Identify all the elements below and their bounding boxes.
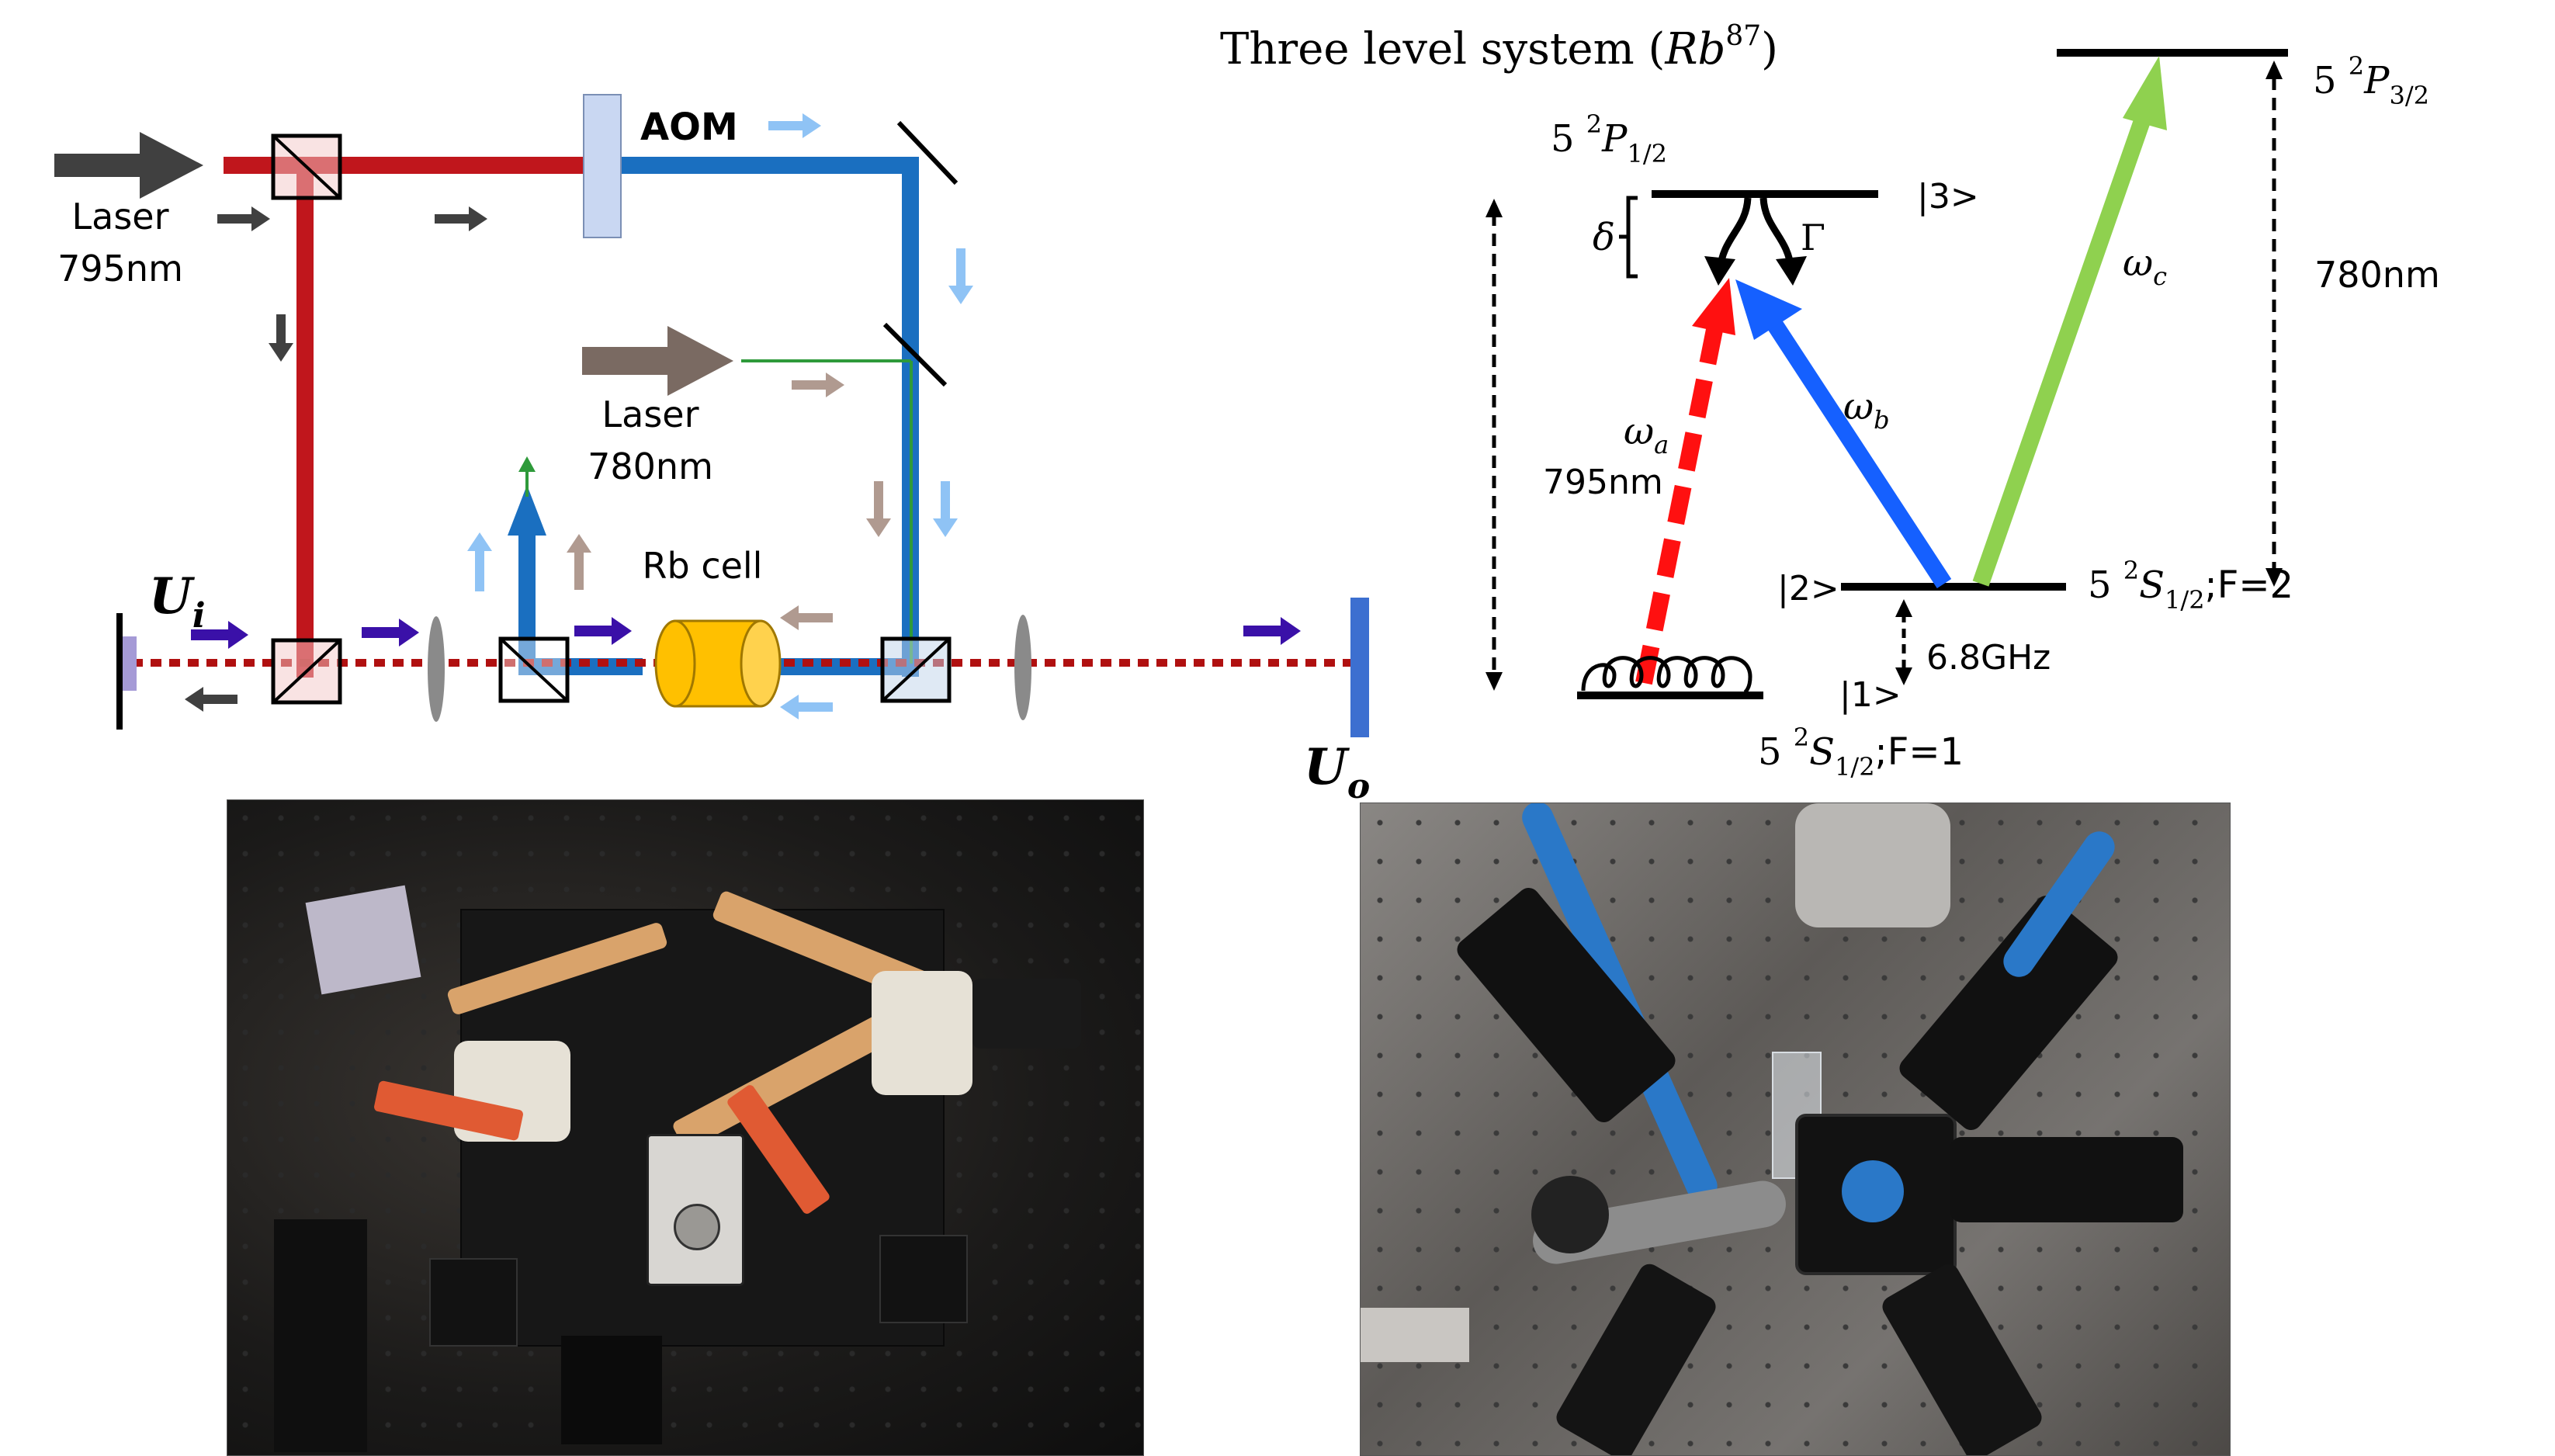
direction-arrows-tan bbox=[567, 373, 891, 630]
level-diagram-title: Three level system (Rb87) bbox=[1220, 20, 1778, 75]
ket-3-label: |3> bbox=[1917, 177, 1979, 217]
omega-b-arrowhead bbox=[1735, 279, 1802, 340]
omega-a-transition bbox=[1635, 316, 1725, 685]
decay-gamma-label: Γ bbox=[1801, 217, 1825, 258]
omega-a-arrowhead bbox=[1692, 278, 1735, 335]
detuning-symbol: δ bbox=[1593, 216, 1615, 259]
lens-left bbox=[428, 616, 445, 722]
aom-modulator bbox=[583, 94, 622, 238]
laser-780-label-line2: 780nm bbox=[588, 445, 713, 487]
blue-beam-780 bbox=[518, 157, 919, 677]
output-upward-arrow bbox=[508, 456, 546, 536]
omega-b-transition bbox=[1762, 311, 1952, 589]
beam-splitter-middle bbox=[498, 636, 570, 703]
omega-c-arrowhead bbox=[2123, 56, 2167, 130]
direction-arrows-light-blue bbox=[467, 113, 973, 719]
detector-output bbox=[1350, 598, 1369, 737]
omega-b-label: ωb bbox=[1843, 385, 1890, 435]
direction-arrows-dark bbox=[185, 206, 487, 712]
laser-780-label-line1: Laser bbox=[602, 393, 699, 435]
level-s12-f2-label: 5 2S1/2;F=2 bbox=[2088, 556, 2293, 615]
level-p12-label: 5 2P1/2 bbox=[1551, 109, 1667, 168]
output-signal-label: Uo bbox=[1304, 738, 1370, 806]
aom-label: AOM bbox=[640, 106, 738, 149]
ground-state-coil-icon bbox=[1581, 656, 1752, 695]
lens-right bbox=[1014, 615, 1031, 720]
beam-splitter-top bbox=[271, 133, 342, 200]
hyperfine-splitting-label: 6.8GHz bbox=[1926, 638, 2051, 678]
rb-cell-label: Rb cell bbox=[643, 545, 763, 587]
omega-c-transition bbox=[1972, 113, 2152, 587]
ket-2-label: |2> bbox=[1777, 569, 1839, 608]
wavelength-780-label: 780nm bbox=[2314, 254, 2440, 296]
ket-1-label: |1> bbox=[1839, 675, 1902, 715]
level-s12-f1-label: 5 2S1/2;F=1 bbox=[1758, 723, 1964, 782]
detector-input bbox=[116, 613, 137, 730]
detuning-bracket bbox=[1626, 196, 1638, 279]
setup-photo-right bbox=[1360, 803, 2231, 1456]
omega-a-label: ωa bbox=[1624, 410, 1669, 459]
wavelength-795-label: 795nm bbox=[1543, 463, 1663, 502]
rb-cell bbox=[654, 619, 782, 708]
beam-splitter-left bbox=[271, 638, 342, 705]
mirror-top-right bbox=[896, 120, 959, 185]
laser-795-input-arrow bbox=[54, 132, 203, 199]
omega-c-label: ωc bbox=[2123, 241, 2167, 291]
level-p32-label: 5 2P3/2 bbox=[2313, 51, 2429, 110]
setup-photo-left bbox=[227, 799, 1144, 1456]
laser-795-label-line2: 795nm bbox=[57, 248, 183, 289]
mirror-beam-combiner bbox=[882, 322, 948, 387]
beam-splitter-right bbox=[880, 636, 952, 703]
input-signal-label: Ui bbox=[149, 567, 206, 636]
laser-780-input-arrow bbox=[582, 326, 733, 396]
direction-arrows-purple bbox=[191, 617, 1301, 649]
laser-795-label-line1: Laser bbox=[72, 196, 169, 237]
